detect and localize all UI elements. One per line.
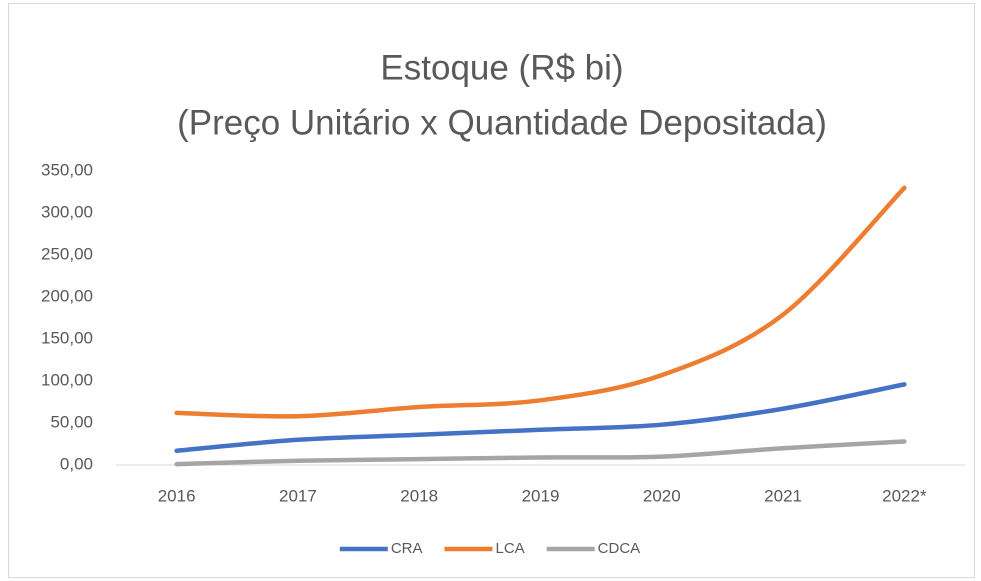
y-tick-label: 100,00 <box>41 370 93 389</box>
y-tick-label: 350,00 <box>41 160 93 179</box>
x-tick-label: 2019 <box>522 486 560 505</box>
x-tick-label: 2021 <box>764 486 802 505</box>
y-tick-label: 50,00 <box>50 412 93 431</box>
y-tick-label: 250,00 <box>41 244 93 263</box>
line-series <box>174 382 907 453</box>
y-tick-label: 150,00 <box>41 328 93 347</box>
legend-label: LCA <box>495 540 524 557</box>
legend-label: CDCA <box>598 540 641 557</box>
x-tick-label: 2018 <box>400 486 438 505</box>
chart-title: Estoque (R$ bi) <box>380 48 623 87</box>
x-tick-label: 2022* <box>882 486 927 505</box>
x-tick-label: 2020 <box>643 486 681 505</box>
y-tick-label: 300,00 <box>41 202 93 221</box>
y-tick-label: 0,00 <box>60 454 93 473</box>
chart-title: (Preço Unitário x Quantidade Depositada) <box>177 103 827 142</box>
x-tick-label: 2016 <box>158 486 196 505</box>
line-series <box>174 185 907 419</box>
y-tick-label: 200,00 <box>41 286 93 305</box>
line-series <box>174 439 907 467</box>
legend-label: CRA <box>391 540 423 557</box>
chart-border <box>8 3 975 578</box>
x-tick-label: 2017 <box>279 486 317 505</box>
